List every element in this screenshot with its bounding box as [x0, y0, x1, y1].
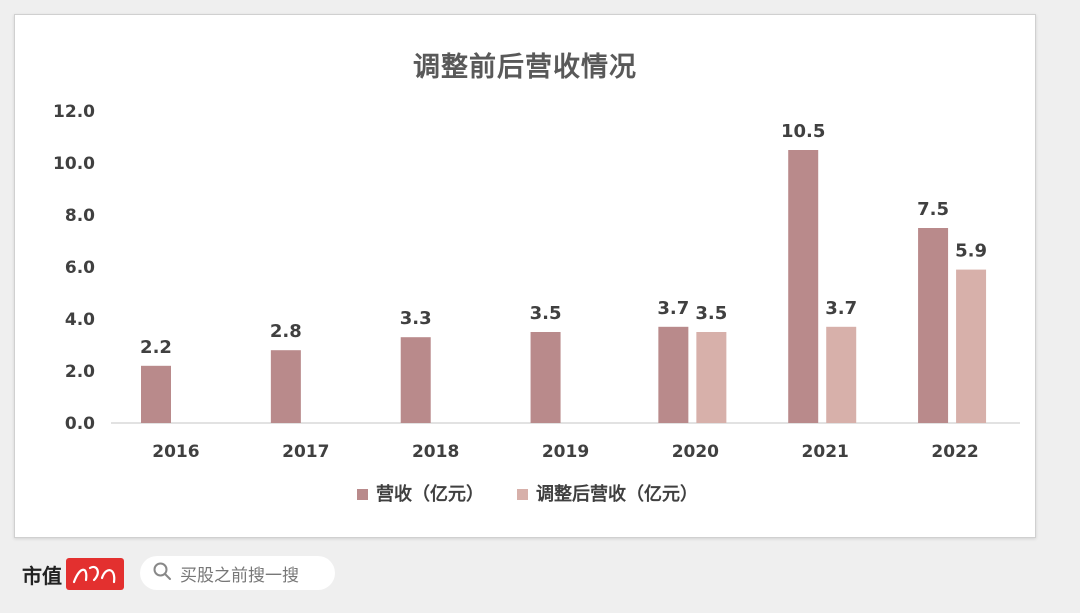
- data-label: 3.5: [695, 303, 727, 324]
- bar-revenue: [918, 228, 949, 423]
- bar-revenue: [658, 326, 689, 423]
- brand-logo-icon: [66, 558, 124, 590]
- bar-revenue: [270, 350, 301, 423]
- x-tick-label: 2022: [931, 442, 978, 462]
- x-tick-label: 2017: [282, 442, 329, 462]
- y-tick-label: 8.0: [65, 206, 95, 226]
- bar-chart: 0.0 2.0 4.0 6.0 8.0 10.0 12.0 2.2 2016 2.8 2017 3.3…: [53, 102, 1020, 505]
- data-label: 3.7: [657, 298, 689, 319]
- legend-swatch: [517, 489, 528, 500]
- y-tick-label: 4.0: [65, 310, 95, 330]
- chart-card: 调整前后营收情况 0.0 2.0 4.0 6.0 8.0 10.0 12.0 2.2 2016 2…: [14, 14, 1036, 538]
- bar-adjusted-revenue: [956, 269, 987, 423]
- bar-revenue: [141, 365, 171, 423]
- y-tick-label: 2.0: [65, 362, 95, 382]
- data-label: 5.9: [955, 241, 987, 262]
- search-box[interactable]: 买股之前搜一搜: [140, 556, 335, 590]
- x-tick-label: 2019: [542, 442, 589, 462]
- data-label: 2.2: [140, 337, 172, 358]
- bar-revenue: [530, 332, 561, 423]
- data-label: 7.5: [917, 199, 949, 220]
- data-label: 10.5: [781, 121, 825, 142]
- y-tick-label: 0.0: [65, 414, 95, 434]
- y-tick-label: 10.0: [53, 154, 95, 174]
- brand-name: 市值: [22, 563, 62, 588]
- data-label: 2.8: [270, 321, 302, 342]
- bar-revenue: [400, 337, 431, 423]
- bar-adjusted-revenue: [826, 326, 857, 423]
- brand[interactable]: 市值: [22, 558, 124, 590]
- search-input[interactable]: 买股之前搜一搜: [180, 565, 299, 586]
- x-tick-label: 2018: [412, 442, 459, 462]
- x-tick-label: 2016: [152, 442, 199, 462]
- y-tick-label: 6.0: [65, 258, 95, 278]
- footer-bar: 市值 买股之前搜一搜: [0, 540, 1080, 613]
- bar-revenue: [788, 150, 819, 423]
- y-tick-label: 12.0: [53, 102, 95, 122]
- legend-swatch: [357, 489, 368, 500]
- legend-label: 营收（亿元）: [376, 483, 484, 505]
- x-tick-label: 2021: [802, 442, 849, 462]
- data-label: 3.7: [825, 298, 857, 319]
- x-tick-label: 2020: [672, 442, 719, 462]
- data-label: 3.5: [530, 303, 562, 324]
- bar-adjusted-revenue: [696, 332, 727, 423]
- chart-title: 调整前后营收情况: [413, 52, 637, 83]
- search-icon: [152, 561, 172, 585]
- legend-label: 调整后营收（亿元）: [536, 483, 698, 505]
- data-label: 3.3: [400, 308, 432, 329]
